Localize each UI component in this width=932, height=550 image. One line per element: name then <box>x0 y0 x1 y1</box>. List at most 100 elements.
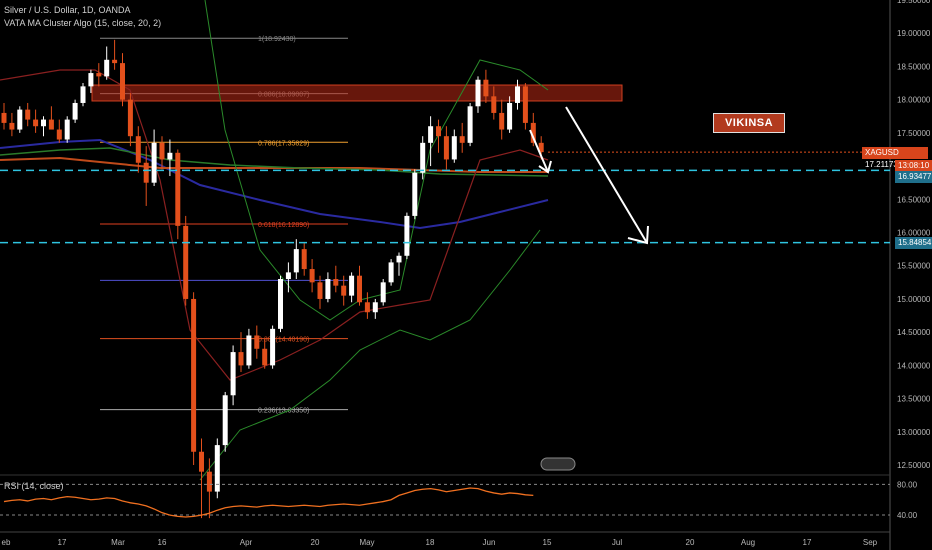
y-tick-label: 17.50000 <box>897 129 931 138</box>
candle-body <box>183 225 189 299</box>
rsi-line <box>3 487 534 518</box>
candle-body <box>104 59 110 77</box>
candle-body <box>191 298 197 452</box>
symbol-title: Silver / U.S. Dollar, 1D, OANDA <box>4 5 131 15</box>
x-tick-label: Mar <box>111 538 125 547</box>
indicator-title: VATA MA Cluster Algo (15, close, 20, 2) <box>4 18 162 28</box>
candle-body <box>48 119 54 130</box>
y-tick-label: 16.00000 <box>897 229 931 238</box>
x-tick-label: Jul <box>612 538 622 547</box>
candle-body <box>293 249 299 273</box>
current-symbol: XAGUSD <box>865 148 899 157</box>
y-tick-label: 15.00000 <box>897 295 931 304</box>
x-tick-label: 17 <box>58 538 67 547</box>
x-tick-label: 15 <box>543 538 552 547</box>
candle-body <box>475 79 481 107</box>
candle-body <box>230 352 236 396</box>
candle-body <box>309 269 315 283</box>
x-tick-label: Sep <box>863 538 878 547</box>
candle-body <box>285 272 291 280</box>
x-tick-label: 20 <box>311 538 320 547</box>
fib-level-label: 0.382(14.40190) <box>258 337 309 344</box>
events-icon <box>540 457 576 471</box>
y-tick-label: 15.50000 <box>897 262 931 271</box>
candle-body <box>317 282 323 299</box>
x-tick-label: 18 <box>426 538 435 547</box>
candle-body <box>372 302 378 313</box>
candle-body <box>364 302 370 313</box>
candle-body <box>499 112 505 130</box>
candle-body <box>420 142 426 173</box>
x-tick-label: Aug <box>741 538 755 547</box>
candle-body <box>483 79 489 97</box>
current-price: 17.21173 <box>865 160 898 169</box>
candle-body <box>357 275 362 303</box>
arrow-short-head <box>538 160 552 174</box>
rsi-level-label: 80.00 <box>897 480 918 489</box>
fib-level-label: 1(18.92430) <box>258 36 296 43</box>
x-tick-label: 17 <box>803 538 812 547</box>
candle-body <box>404 215 410 256</box>
candle-body <box>491 96 497 113</box>
x-tick-label: eb <box>2 538 11 547</box>
candle-body <box>254 335 260 349</box>
x-tick-label: Jun <box>483 538 496 547</box>
candle-body <box>199 451 204 472</box>
candle-body <box>88 73 94 87</box>
candle-body <box>214 445 220 492</box>
candle-body <box>120 63 125 100</box>
arrow-short-shaft <box>529 129 549 173</box>
fib-level-label: 0.236(13.33350) <box>258 408 309 415</box>
candle-body <box>301 249 307 270</box>
resistance-zone <box>91 84 623 102</box>
arrow-long-head <box>627 225 649 245</box>
candle-body <box>167 152 173 160</box>
y-tick-label: 19.00000 <box>897 29 931 38</box>
candle-body <box>341 285 347 296</box>
candle-body <box>270 328 276 366</box>
candle-body <box>25 109 31 120</box>
y-tick-label: 19.50000 <box>897 0 931 5</box>
candle-body <box>127 99 133 137</box>
candle-body <box>262 348 268 366</box>
candle-body <box>428 126 434 143</box>
candle-body <box>522 86 528 123</box>
y-tick-label: 13.00000 <box>897 428 931 437</box>
y-tick-label: 18.00000 <box>897 96 931 105</box>
candle-body <box>443 136 449 160</box>
fib-level-label: 0.786(17.35829) <box>258 140 309 147</box>
ma-green-line <box>0 147 549 177</box>
candle-body <box>238 352 244 366</box>
candle-body <box>412 172 418 216</box>
y-tick-label: 14.50000 <box>897 328 931 337</box>
candle-body <box>436 126 441 137</box>
candle-body <box>9 122 15 130</box>
candle-body <box>72 102 78 120</box>
y-tick-label: 14.00000 <box>897 361 931 370</box>
candle-body <box>64 119 70 140</box>
candle-body <box>206 471 212 492</box>
candle-body <box>278 279 283 329</box>
candle-body <box>325 279 331 299</box>
candle-body <box>175 152 181 226</box>
candle-body <box>135 136 141 163</box>
current-price-tag: XAGUSD 17.21173 <box>862 147 928 169</box>
candle-body <box>538 142 544 153</box>
candle-body <box>151 142 157 183</box>
candle-body <box>1 112 7 123</box>
candle-body <box>112 59 118 64</box>
candle-body <box>507 102 513 130</box>
candle-body <box>388 262 394 283</box>
rsi-level-label: 40.00 <box>897 511 918 520</box>
candle-body <box>41 119 46 127</box>
x-tick-label: 16 <box>158 538 167 547</box>
x-tick-label: 20 <box>686 538 695 547</box>
candle-body <box>530 122 536 143</box>
candle-body <box>56 129 62 140</box>
y-tick-label: 12.50000 <box>897 461 931 470</box>
candle-body <box>33 119 39 127</box>
bb-upper-line <box>204 0 549 321</box>
candle-body <box>80 86 86 103</box>
countdown-tag: 13:08:10 <box>895 160 932 172</box>
